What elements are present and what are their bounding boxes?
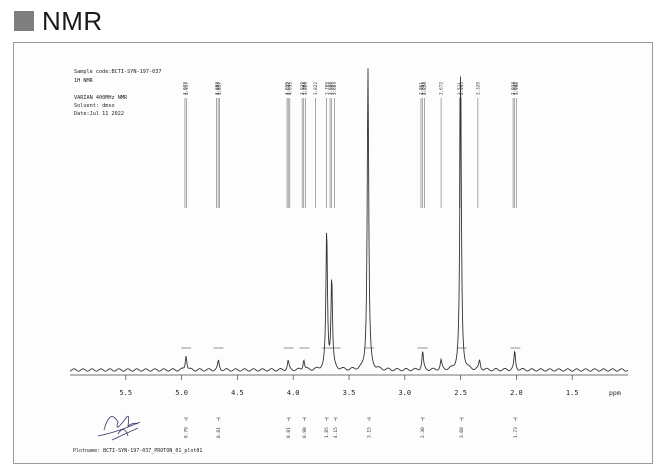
integral-values: 0.79 0.81 0.81 0.90 1.85 4.15 3.15 2.30 3.08 1.73 (184, 417, 519, 438)
x-tick-label: 3.5 (343, 389, 356, 397)
integral-value-text: 1.85 (324, 427, 330, 438)
peak-label-text: 2.672 (439, 82, 445, 95)
peak-label: 2.861 (419, 82, 425, 208)
integral-value: 0.81 (216, 417, 222, 438)
peak-label-text: 4.972 (183, 82, 189, 95)
peak-label-text: 2.861 (419, 82, 425, 95)
signature-stamp (97, 415, 141, 441)
peak-label-text: 2.329 (475, 82, 481, 95)
peak-label-text: 3.919 (300, 82, 306, 95)
peak-label: 3.603 (332, 82, 338, 208)
integral-value: 3.08 (459, 417, 465, 438)
peak-label: 3.698 (328, 82, 334, 208)
integral-value-text: 3.15 (367, 427, 373, 438)
peak-label-text: 3.603 (332, 82, 338, 95)
peak-label: 2.843 (420, 82, 426, 208)
integral-value: 3.15 (367, 417, 373, 438)
plotname: Plotname: BCTI-SYN-197-037_PROTON_01_plo… (73, 448, 202, 454)
peak-label: 4.972 (183, 82, 189, 208)
x-tick-label: 4.0 (287, 389, 300, 397)
x-tick-label: 5.0 (175, 389, 188, 397)
x-tick-label: 3.0 (398, 389, 411, 397)
integral-value-text: 0.81 (216, 427, 222, 438)
peak-label-text: 3.709 (324, 82, 330, 95)
x-tick-label: 5.5 (119, 389, 132, 397)
peak-label-text: 4.657 (217, 82, 223, 95)
x-tick-label: 2.0 (510, 389, 523, 397)
heading-title: NMR (42, 5, 103, 36)
header-sample: Sample code:BCTI-SYN-197-037 (74, 69, 161, 75)
peak-label-text: 2.015 (512, 82, 518, 95)
integral-value: 0.90 (302, 417, 308, 438)
integral-value: 1.73 (513, 417, 519, 438)
peak-label: 3.904 (301, 82, 307, 208)
peak-label-text: 2.495 (459, 82, 465, 95)
x-axis-ticks: 5.5 5.0 4.5 4.0 3.5 3.0 2.5 2.0 1.5 (119, 375, 579, 397)
peak-label-text: 2.826 (422, 82, 428, 95)
header-type: 1H NMR (74, 78, 94, 84)
peak-label: 1.998 (514, 82, 520, 208)
peak-label-text: 4.035 (287, 82, 293, 95)
integral-value-text: 0.90 (302, 427, 308, 438)
integral-value-text: 0.79 (184, 427, 190, 438)
heading-square-icon (14, 11, 34, 31)
peak-label-text: 3.693 (329, 82, 335, 95)
peak-label-text: 3.889 (303, 82, 309, 95)
peak-label: 4.047 (286, 82, 292, 208)
peak-label: 4.059 (285, 82, 291, 208)
integral-value: 0.81 (286, 417, 292, 438)
peak-label: 2.672 (439, 82, 445, 208)
peak-label-text: 4.059 (285, 82, 291, 95)
peak-label: 4.035 (287, 82, 293, 208)
header-solvent: Solvent: dmso (74, 103, 115, 109)
peak-label-text: 4.673 (216, 82, 222, 95)
peak-label-text: 3.822 (313, 82, 319, 95)
integral-value-text: 4.15 (333, 427, 339, 438)
integral-value: 4.15 (333, 417, 339, 438)
peak-label: 4.657 (217, 82, 223, 208)
peak-label: 4.673 (216, 82, 222, 208)
integral-value-text: 3.08 (459, 427, 465, 438)
integral-value: 2.30 (420, 417, 426, 438)
peak-label-text: 3.698 (328, 82, 334, 95)
x-axis-label: ppm (609, 389, 621, 397)
x-tick-label: 2.5 (454, 389, 467, 397)
peak-label: 3.693 (329, 82, 335, 208)
peak-label-text: 2.843 (420, 82, 426, 95)
peak-label-text: 4.047 (286, 82, 292, 95)
integral-value-text: 1.73 (513, 427, 519, 438)
peak-label: 2.034 (511, 82, 517, 208)
peak-label: 3.822 (313, 82, 319, 208)
peak-label-text: 4.957 (184, 82, 190, 95)
integral-value-text: 0.81 (286, 427, 292, 438)
header-instrument: VARIAN 400MHz NMR (74, 95, 128, 101)
integral-value-text: 2.30 (420, 427, 426, 438)
spectrum-frame (13, 42, 653, 464)
peak-label: 2.015 (512, 82, 518, 208)
x-tick-label: 1.5 (566, 389, 579, 397)
peak-label-text: 2.034 (511, 82, 517, 95)
peak-label: 4.692 (214, 82, 220, 208)
header-date: Date:Jul 11 2022 (74, 111, 124, 117)
peak-label: 3.709 (324, 82, 330, 208)
peak-label-text: 4.692 (214, 82, 220, 95)
integral-value: 0.79 (184, 417, 190, 438)
integral-value: 1.85 (324, 417, 330, 438)
peak-label-text: 3.904 (301, 82, 307, 95)
section-heading: NMR (14, 6, 103, 36)
peak-label: 2.329 (475, 82, 481, 208)
spectrum-trace (69, 68, 629, 372)
peak-label: 3.919 (300, 82, 306, 208)
peak-label: 2.826 (422, 82, 428, 208)
peak-label: 3.889 (303, 82, 309, 208)
header-info: Sample code:BCTI-SYN-197-037 1H NMR VARI… (74, 69, 161, 117)
peak-label: 4.957 (184, 82, 190, 208)
x-tick-label: 4.5 (231, 389, 244, 397)
peak-label-text: 1.998 (514, 82, 520, 95)
